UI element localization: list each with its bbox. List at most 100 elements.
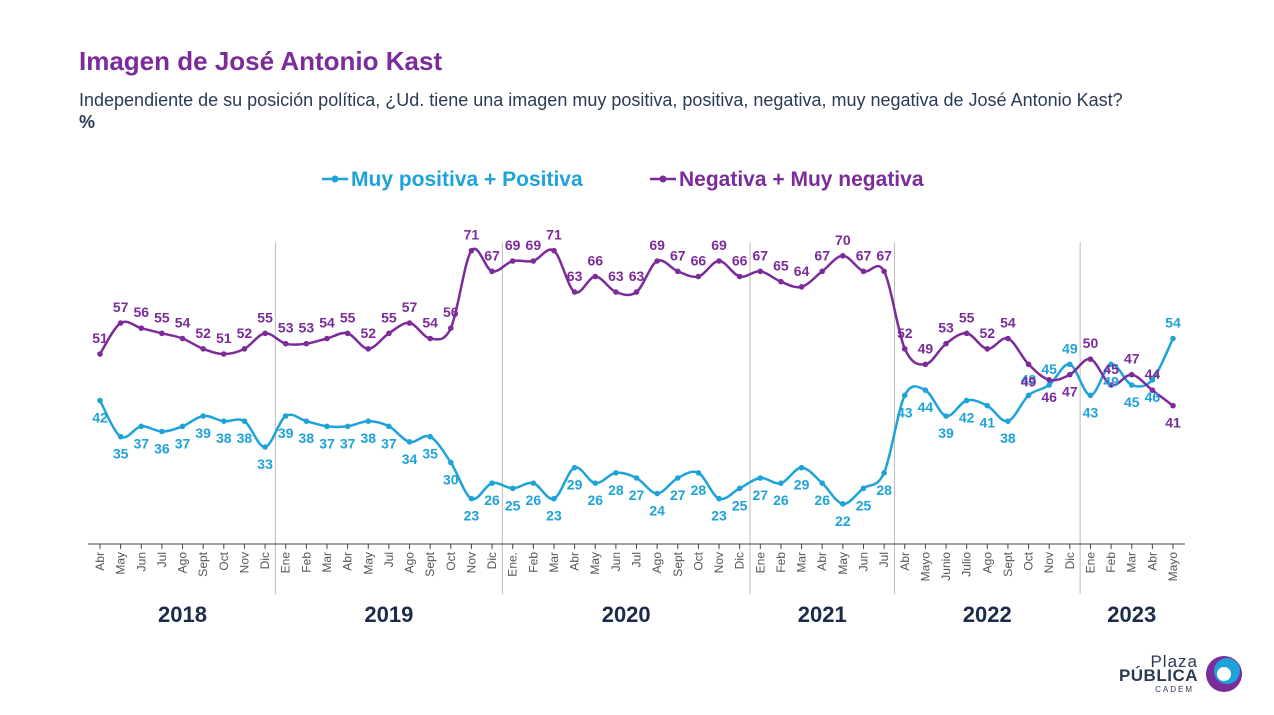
data-label: 44 [1145,366,1161,382]
data-label: 56 [443,304,459,320]
data-label: 71 [464,227,480,243]
data-label: 63 [608,268,624,284]
x-tick-label: Mayo [918,552,932,582]
data-label: 35 [422,446,438,462]
data-label: 57 [113,299,129,315]
x-tick-label: Oct [444,551,458,570]
data-label: 39 [938,425,954,441]
data-label: 49 [1021,373,1037,389]
data-label: 66 [587,253,603,269]
data-point [138,325,145,331]
data-label: 26 [773,492,789,508]
data-point [860,268,867,275]
x-tick-label: Nov [237,552,251,573]
data-label: 67 [484,247,500,263]
data-point [654,490,660,497]
data-label: 49 [918,340,934,356]
data-point [159,428,165,435]
data-point [468,495,475,502]
data-point [571,464,578,471]
data-label: 37 [133,435,149,451]
data-label: 67 [876,247,892,263]
x-tick-label: Nov [712,552,726,573]
data-point [736,273,743,280]
data-label: 30 [443,472,459,488]
logo-line3: CADEM [1155,685,1194,694]
x-tick-label: Ene [753,552,767,574]
data-label: 54 [319,315,335,331]
data-label: 45 [1103,361,1119,377]
x-tick-label: Ene [1083,552,1097,574]
data-label: 70 [835,232,851,248]
data-point [282,340,289,347]
data-point [1170,335,1176,342]
legend-marker-1 [659,175,667,183]
x-tick-label: Mar [320,552,334,573]
data-point [963,330,970,337]
x-tick-label: Abr [341,552,355,571]
data-point [262,330,268,337]
data-point [571,289,578,295]
x-tick-label: Oct [1022,551,1036,570]
data-label: 29 [567,477,583,493]
data-point [221,418,227,424]
data-label: 42 [92,410,108,426]
data-point [489,480,495,486]
data-point [221,351,227,357]
x-tick-label: Feb [1104,552,1118,573]
x-tick-label: Abr [93,552,107,571]
year-label-2023: 2023 [1107,602,1156,627]
data-point [819,268,826,275]
data-label: 52 [979,325,995,341]
data-point [324,335,330,342]
data-point [282,413,289,419]
data-label: 45 [1041,361,1057,377]
data-point [97,351,103,357]
x-tick-label: Junio [939,552,953,581]
data-point [1046,382,1052,388]
data-point [736,485,743,492]
data-point [695,273,702,280]
data-point [344,330,351,337]
data-label: 51 [216,330,232,346]
data-point [447,325,454,331]
x-tick-label: Jul [877,552,891,567]
data-label: 69 [526,237,542,253]
data-point [984,402,991,409]
data-label: 66 [732,253,748,269]
data-point [613,289,619,295]
year-label-2022: 2022 [963,602,1012,627]
data-point [427,433,433,440]
x-tick-label: Ago [650,552,664,574]
data-point [716,495,722,502]
logo-swirl-icon [1206,656,1242,692]
data-label: 23 [546,508,562,524]
data-label: 55 [154,309,170,325]
x-tick-label: Ene [279,552,293,574]
data-point [943,340,949,347]
data-point [819,480,826,486]
x-tick-label: Oct [691,551,705,570]
x-tick-label: Feb [774,552,788,573]
data-label: 71 [546,227,562,243]
data-label: 22 [835,513,851,529]
data-point [1046,377,1052,383]
data-point [1170,402,1176,409]
data-label: 28 [608,482,624,498]
plaza-publica-cadem-logo: Plaza PÚBLICA CADEM [1119,650,1250,700]
x-tick-label: May [114,552,128,575]
data-label: 46 [1041,389,1057,405]
page-title: Imagen de José Antonio Kast [79,46,443,76]
page-subtitle: Independiente de su posición política, ¿… [79,89,1139,133]
data-point [97,397,103,404]
data-label: 37 [175,435,191,451]
data-point [117,320,124,326]
data-point [1128,371,1135,378]
data-label: 67 [753,247,769,263]
data-point [509,258,516,264]
data-point [468,247,475,254]
x-tick-label: Jul [155,552,169,567]
data-point [613,470,619,476]
data-label: 50 [1083,335,1099,351]
x-tick-label: Dic [258,552,272,569]
